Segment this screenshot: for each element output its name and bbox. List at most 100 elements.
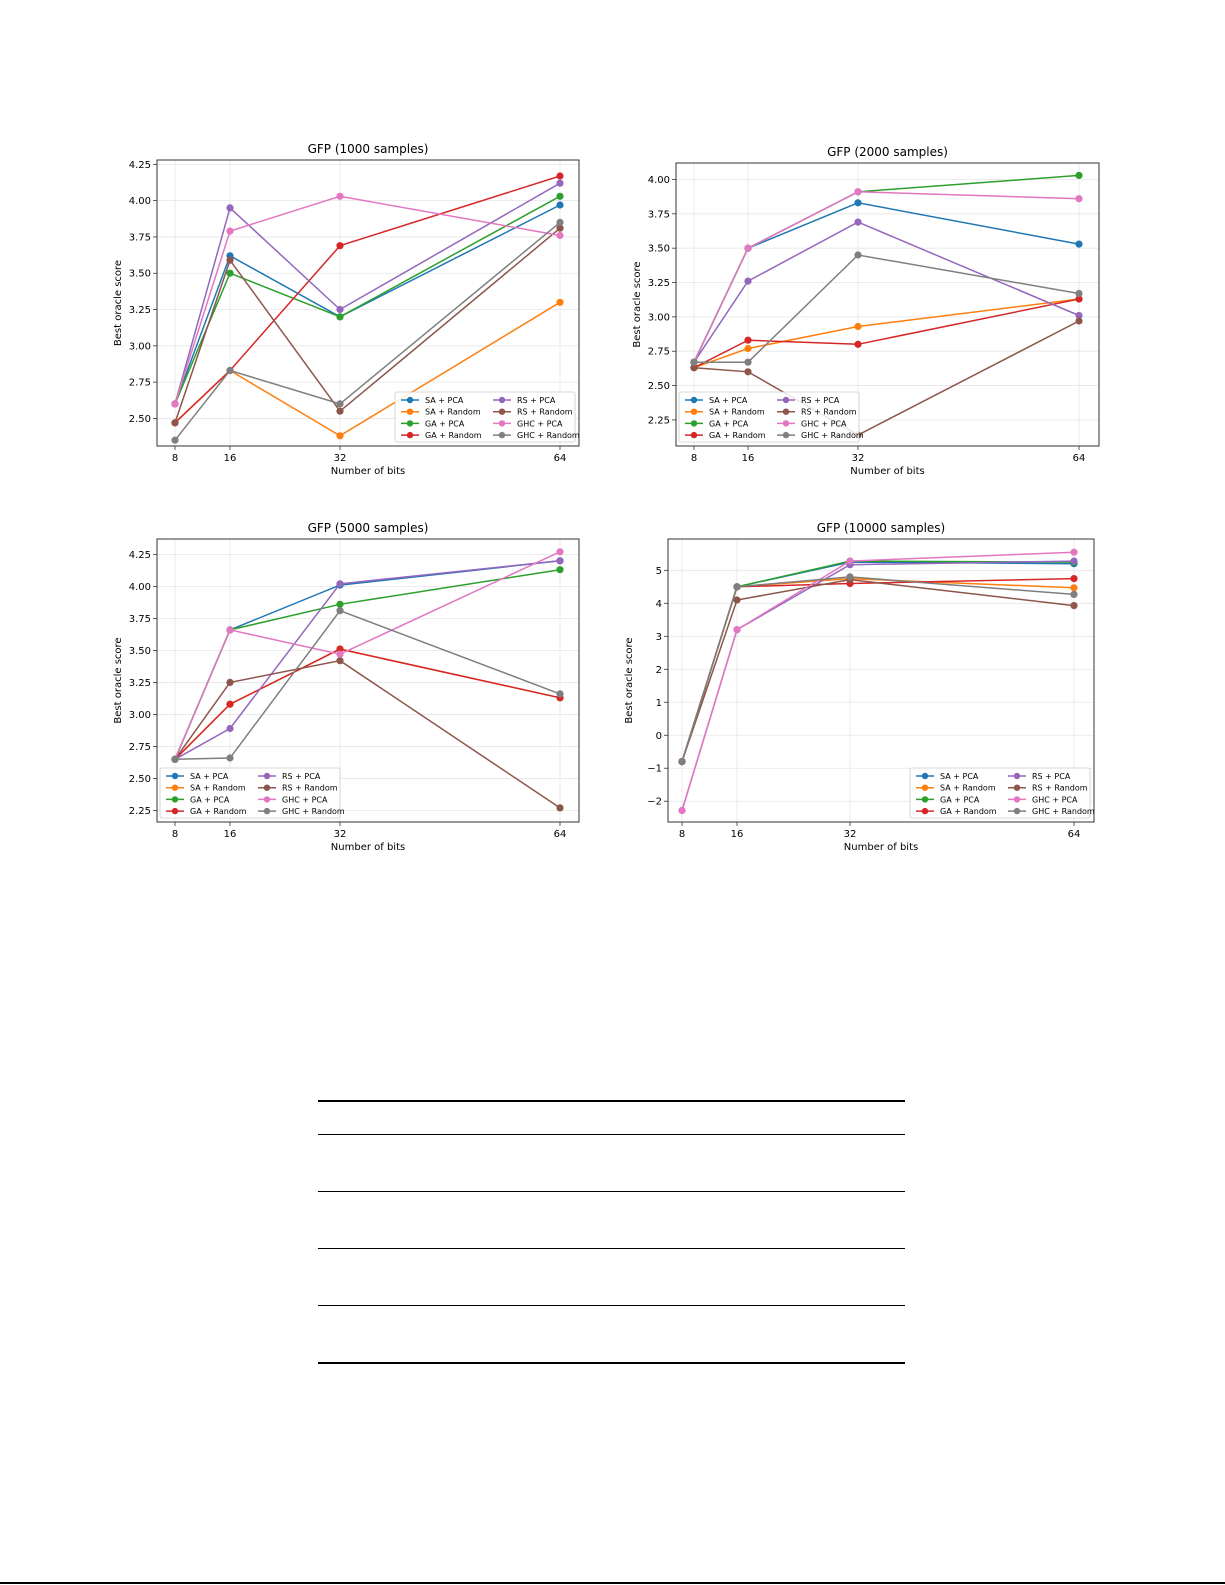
legend-label: SA + PCA [425, 396, 464, 405]
legend-label: GHC + Random [517, 431, 580, 440]
table-row-rule [318, 1191, 905, 1192]
y-tick-label: 2.75 [129, 378, 151, 389]
legend: SA + PCA SA + Random GA + PCA GA + Random RS… [909, 767, 1095, 819]
legend-item: GHC + PCA [493, 419, 563, 428]
legend-label: SA + Random [190, 784, 246, 793]
legend-item: RS + PCA [777, 396, 840, 405]
y-tick-label: 3.75 [648, 209, 670, 220]
legend-item: RS + PCA [1008, 772, 1071, 781]
series-ghc-random [690, 251, 1083, 366]
x-tick-label: 16 [224, 829, 237, 840]
x-tick-label: 16 [742, 453, 755, 464]
legend: SA + PCA SA + Random GA + PCA GA + Random RS… [678, 391, 864, 443]
page-bottom-rule [0, 1582, 1225, 1584]
legend-item: GA + PCA [685, 419, 749, 428]
legend-item: GHC + Random [777, 431, 864, 440]
y-tick-label: 3.50 [129, 269, 151, 280]
legend-label: SA + PCA [940, 772, 979, 781]
legend-label: RS + Random [1032, 784, 1088, 793]
y-tick-label: 3.50 [129, 646, 151, 657]
y-tick-label: 4.00 [129, 196, 151, 207]
legend-label: RS + Random [801, 408, 857, 417]
empty-table [318, 1100, 905, 1370]
legend-item: GA + Random [401, 431, 482, 440]
legend-label: SA + Random [940, 784, 996, 793]
legend-item: GA + PCA [166, 795, 230, 804]
chart-gfp-2000: 8 16 32 64 2.25 2.50 2.75 3.00 3.25 3.50 3.75 4.00 G… [0, 0, 1225, 490]
y-axis-label: Best oracle score [113, 637, 124, 723]
legend-label: GHC + PCA [517, 419, 563, 428]
x-tick-label: 32 [852, 453, 865, 464]
y-tick-label: −2 [647, 797, 662, 808]
y-tick-label: −1 [647, 764, 662, 775]
table-bottom-rule [318, 1362, 905, 1364]
legend-label: SA + PCA [709, 396, 748, 405]
x-tick-label: 64 [554, 829, 567, 840]
y-tick-label: 3.25 [129, 678, 151, 689]
legend-label: RS + PCA [517, 396, 556, 405]
chart-gfp-5000: 8 16 32 64 2.25 2.50 2.75 3.00 3.25 3.50 3.75 4.00 4… [0, 0, 612, 870]
series-rs-pca [171, 557, 564, 763]
y-tick-label: 2.25 [129, 806, 151, 817]
chart-gfp-10000: 8 16 32 64 −2 −1 0 1 2 3 4 5 GFP (10000 samples) Numb… [624, 521, 1095, 853]
y-tick-label: 4.25 [129, 160, 151, 171]
legend-item: RS + Random [1008, 784, 1088, 793]
legend-item: GHC + Random [493, 431, 580, 440]
plot-frame [156, 159, 580, 447]
x-tick-label: 64 [554, 453, 567, 464]
series-rs-random [678, 576, 1078, 766]
legend-item: SA + PCA [166, 772, 229, 781]
y-tick-label: 4.25 [129, 550, 151, 561]
legend-item: GHC + PCA [1008, 795, 1078, 804]
legend-item: GHC + PCA [258, 795, 328, 804]
legend-label: RS + Random [517, 408, 573, 417]
x-tick-label: 32 [334, 453, 347, 464]
legend-item: SA + PCA [685, 396, 748, 405]
legend-label: GHC + Random [801, 431, 864, 440]
legend-label: GA + Random [709, 431, 766, 440]
legend: SA + PCA SA + Random GA + PCA GA + Random RS… [394, 391, 580, 443]
plot-frame [156, 538, 580, 823]
y-tick-label: 3.75 [129, 232, 151, 243]
legend-label: GA + Random [190, 807, 247, 816]
table-top-rule [318, 1100, 905, 1102]
y-tick-label: 3.75 [129, 614, 151, 625]
x-tick-label: 64 [1073, 453, 1086, 464]
series-ghc-random [678, 573, 1078, 766]
chart-title: GFP (2000 samples) [827, 145, 948, 159]
y-axis-label: Best oracle score [632, 261, 643, 347]
legend-label: GHC + Random [282, 807, 345, 816]
legend-item: GA + PCA [916, 795, 980, 804]
legend-label: SA + PCA [190, 772, 229, 781]
legend-item: RS + Random [777, 408, 857, 417]
plot-frame [675, 162, 1100, 447]
legend-item: SA + Random [166, 784, 246, 793]
legend-label: GA + PCA [940, 795, 980, 804]
y-tick-label: 3.50 [648, 244, 670, 255]
legend-label: RS + PCA [801, 396, 840, 405]
legend-label: GHC + PCA [801, 419, 847, 428]
x-tick-label: 8 [691, 453, 697, 464]
y-tick-label: 4.00 [648, 175, 670, 186]
legend-item: GA + Random [166, 807, 247, 816]
x-tick-label: 8 [172, 829, 178, 840]
legend-label: GA + Random [425, 431, 482, 440]
y-tick-label: 0 [656, 731, 662, 742]
y-tick-label: 3.00 [129, 341, 151, 352]
x-tick-label: 64 [1068, 829, 1081, 840]
legend-item: GHC + Random [1008, 807, 1095, 816]
legend-label: GHC + PCA [1032, 795, 1078, 804]
x-tick-label: 32 [334, 829, 347, 840]
chart-title: GFP (5000 samples) [308, 521, 429, 535]
legend-item: GHC + Random [258, 807, 345, 816]
y-tick-label: 2.50 [648, 381, 670, 392]
legend-label: RS + PCA [1032, 772, 1071, 781]
legend-item: RS + PCA [258, 772, 321, 781]
y-tick-label: 3 [656, 632, 662, 643]
series-ghc-random [171, 607, 564, 763]
x-axis-label: Number of bits [850, 466, 924, 477]
legend-label: SA + Random [709, 408, 765, 417]
legend-label: GA + PCA [709, 419, 749, 428]
table-row-rule [318, 1248, 905, 1249]
table-header-rule [318, 1134, 905, 1135]
